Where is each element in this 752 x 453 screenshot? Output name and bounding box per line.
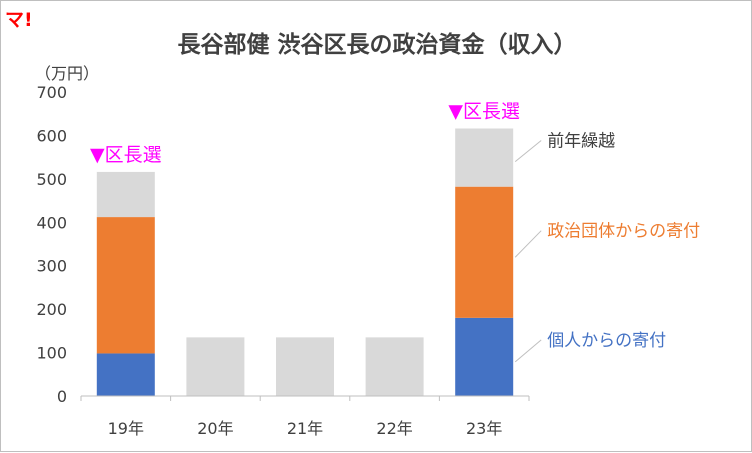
series-label: 政治団体からの寄付 [547,222,700,242]
y-tick-label: 100 [36,344,67,363]
logo: マ! [5,9,33,31]
election-annotation: ▼区長選 [90,144,162,166]
bar-segment [455,186,514,318]
bar-segment [96,217,155,354]
bar-segment [186,337,245,396]
bar-segment [455,317,514,396]
plot-area: 0 100 200 300 400 500 600 700 19年 20年 21年 22年 23年 ▼区長… [36,83,700,438]
x-tick-label: 20年 [197,419,233,438]
series-label: 個人からの寄付 [547,331,666,351]
bar-segment [365,337,424,396]
bar-segment [96,171,155,218]
bar-segment [96,353,155,396]
bar-segment [276,337,334,396]
election-annotation: ▼区長選 [448,100,520,122]
y-tick-label: 600 [36,126,67,145]
bar-segment [455,128,514,187]
y-tick-label: 400 [36,213,67,232]
x-tick-label: 21年 [287,419,323,438]
series-leader-line [514,230,542,258]
x-tick-label: 19年 [108,419,144,438]
y-tick-label: 200 [36,300,67,319]
series-leader-line [514,140,542,162]
chart-title: 長谷部健 渋谷区長の政治資金（収入） [177,31,576,58]
y-tick-label: 0 [57,387,67,406]
y-tick-label: 300 [36,257,67,276]
y-tick-label: 500 [36,170,67,189]
series-leader-line [514,339,542,363]
y-tick-label: 700 [36,83,67,102]
y-axis-label: （万円） [35,64,99,83]
series-label: 前年繰越 [547,131,615,151]
x-tick-label: 23年 [466,419,502,438]
x-tick-label: 22年 [376,419,412,438]
